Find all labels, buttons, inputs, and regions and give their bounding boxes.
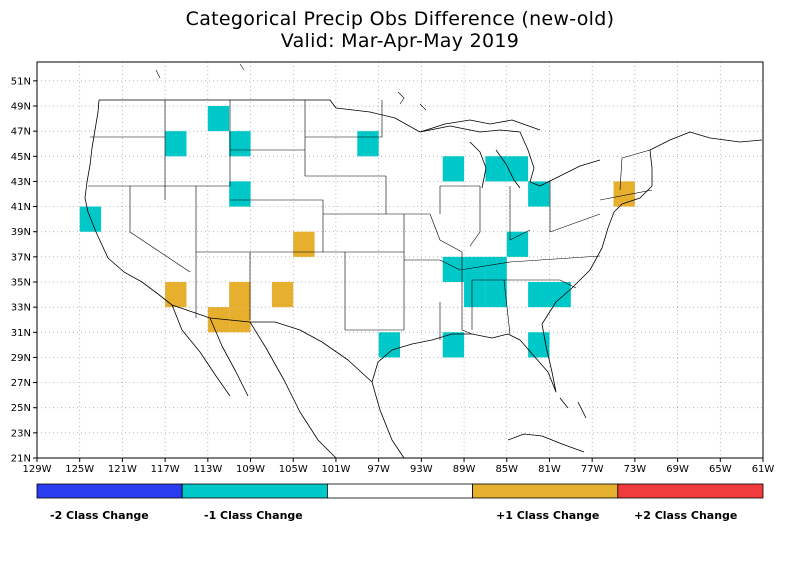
y-tick-label: 39N [11,227,31,238]
x-tick-label: 117W [151,464,180,475]
florida-keys-line [559,397,587,419]
y-tick-label: 47N [11,127,31,138]
difference-cell [613,181,635,207]
y-tick-label: 23N [11,428,31,439]
x-tick-label: 85W [495,464,518,475]
cuba-line [507,433,585,453]
y-tick-label: 51N [11,76,31,87]
us-outline [84,63,763,459]
x-tick-label: 101W [321,464,350,475]
x-tick-label: 121W [108,464,137,475]
difference-cell [442,156,465,182]
y-tick-label: 21N [11,454,31,465]
x-tick-label: 97W [367,464,390,475]
difference-cell [485,256,507,282]
x-tick-label: 69W [666,464,689,475]
y-tick-label: 41N [11,202,31,213]
lat-lon-grid [37,62,763,458]
y-tick-label: 27N [11,378,31,389]
difference-cell [485,282,507,308]
difference-cell [165,131,187,157]
y-tick-label: 25N [11,403,31,414]
difference-cell [229,282,251,308]
mexico-coast-line [249,321,405,459]
gulf-coast-line [371,323,557,393]
difference-cell [357,131,379,157]
difference-cell [506,156,529,182]
difference-cell [442,256,465,282]
x-tick-label: 65W [709,464,732,475]
map-title: Categorical Precip Obs Difference (new-o… [0,8,800,52]
difference-cell [293,231,315,257]
x-tick-label: 125W [65,464,94,475]
x-tick-label: 77W [581,464,604,475]
plot-frame [36,61,764,459]
y-tick-label: 35N [11,278,31,289]
y-tick-label: 29N [11,353,31,364]
difference-cell [271,282,294,308]
great-lakes-line [419,125,601,189]
difference-cell [528,332,550,358]
x-tick-label: 129W [23,464,52,475]
x-tick-label: 81W [538,464,561,475]
legend-swatch [326,483,473,499]
difference-cell [165,282,187,308]
difference-cell [506,231,529,257]
legend-swatch [36,483,183,499]
y-tick-label: 31N [11,328,31,339]
mexico-border-line [171,304,373,383]
legend-swatch [181,483,328,499]
difference-cell [528,282,550,308]
legend-label-minus-2: -2 Class Change [50,509,149,522]
difference-cell [528,181,550,207]
legend-label-plus-1: +1 Class Change [496,509,600,522]
y-tick-label: 33N [11,303,31,314]
axis-ticks: 51N 49N 47N 45N 43N 41N 39N 37N 35N 33N 31N 29N 27N 2… [11,76,775,475]
legend-label-plus-2: +2 Class Change [634,509,738,522]
difference-cell [464,256,486,282]
difference-cell [442,332,465,358]
x-tick-label: 109W [236,464,265,475]
difference-cell [549,282,571,308]
baja-line [171,304,249,397]
y-tick-label: 43N [11,177,31,188]
x-tick-label: 113W [193,464,222,475]
difference-cell [378,332,400,358]
lake-fragments [155,63,427,111]
legend-swatch [472,483,619,499]
west-coast-line [84,99,173,306]
legend-bar [36,483,764,499]
difference-cell [79,206,102,232]
difference-cell [464,282,486,308]
east-coast-line [541,131,763,325]
title-line-2: Valid: Mar-Apr-May 2019 [280,30,520,52]
difference-cell [207,106,230,132]
x-tick-label: 89W [453,464,476,475]
y-tick-label: 49N [11,102,31,113]
difference-cell [485,156,507,182]
x-tick-label: 93W [410,464,433,475]
x-tick-label: 61W [752,464,775,475]
x-tick-label: 105W [279,464,308,475]
x-tick-label: 73W [624,464,647,475]
y-tick-label: 37N [11,252,31,263]
difference-cell [229,131,251,157]
title-line-1: Categorical Precip Obs Difference (new-o… [185,8,615,30]
legend-swatch [617,483,764,499]
difference-cell [229,307,251,333]
y-tick-label: 45N [11,152,31,163]
difference-cells [79,106,635,358]
difference-cell [229,181,251,207]
state-lines [88,100,653,340]
legend-label-minus-1: -1 Class Change [204,509,303,522]
